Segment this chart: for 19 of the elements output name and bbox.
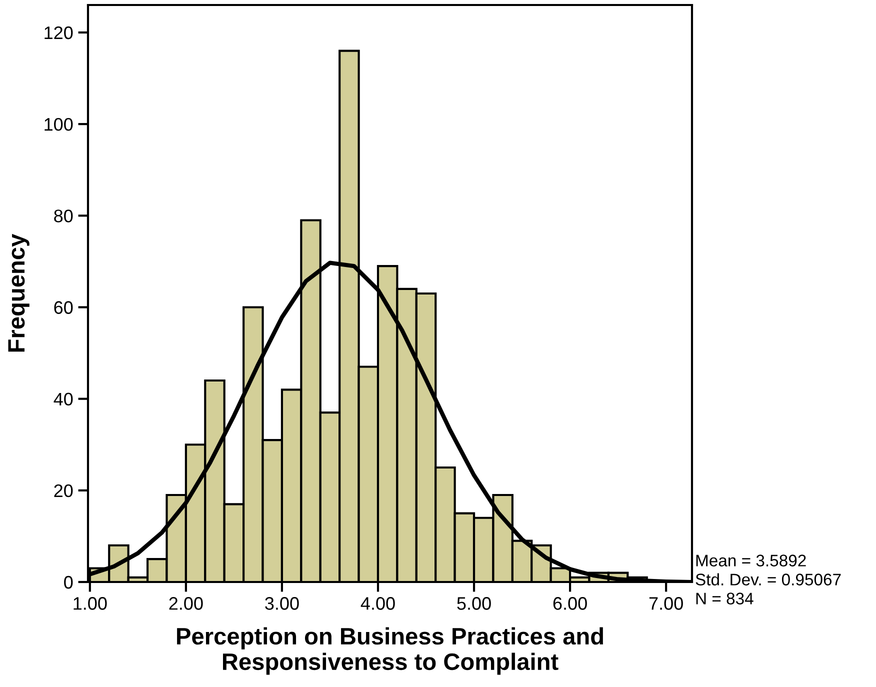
y-tick-label: 0 — [64, 576, 73, 589]
text: Mean = 3.5892 — [696, 554, 806, 566]
y-tick-label: 80 — [54, 210, 73, 222]
y-tick-label: 100 — [44, 118, 73, 131]
x-tick-label: 6.00 — [553, 597, 587, 610]
x-tick-label: 2.00 — [169, 597, 203, 610]
text: Std. Dev. = 0.95067 — [696, 573, 841, 586]
y-axis-title: Frequency — [8, 234, 30, 352]
x-tick-label: 5.00 — [457, 597, 491, 610]
x-tick-label: 7.00 — [649, 597, 683, 610]
text: N = 834 — [696, 592, 754, 604]
x-tick-label: 3.00 — [265, 597, 299, 610]
x-axis-title: Perception on Business Practices and Responsiveness to Complaint — [177, 627, 603, 675]
y-tick-label: 60 — [54, 301, 73, 314]
y-tick-label: 40 — [54, 392, 73, 406]
y-tick-label: 120 — [44, 26, 73, 40]
y-tick-label: 20 — [54, 484, 73, 498]
x-tick-label: 4.00 — [360, 597, 395, 610]
x-tick-label: 1.00 — [74, 597, 107, 610]
